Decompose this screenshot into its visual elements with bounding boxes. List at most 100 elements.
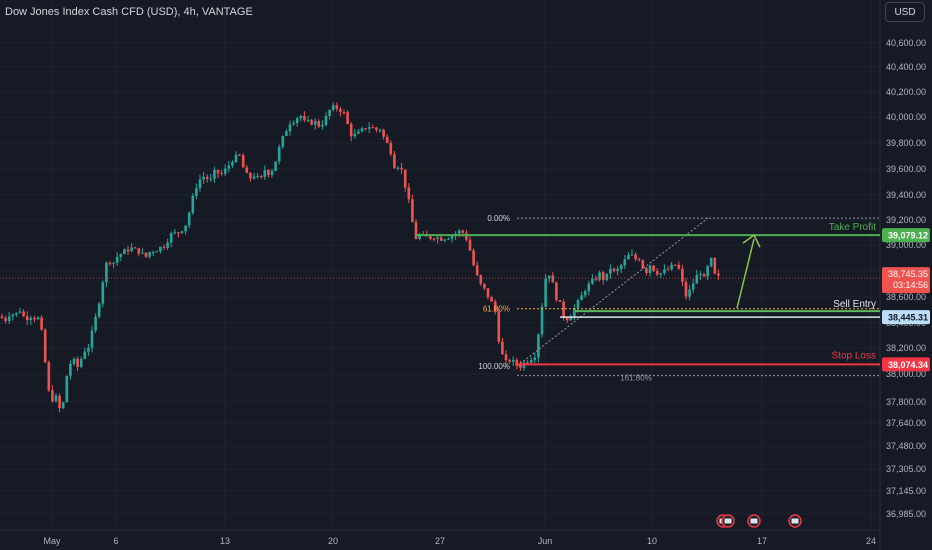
take-profit-price-tag-bg [882,228,930,243]
candle [565,317,569,321]
y-tick-label: 37,305.00 [886,464,926,474]
candle [94,316,97,331]
candle [648,265,652,273]
candle [151,252,155,254]
candle [411,199,414,223]
candle [717,273,720,276]
candle [324,115,328,125]
fib-label-618: 61.80% [483,305,510,314]
candle [346,112,349,124]
candle [105,262,108,283]
candle [342,112,346,114]
candle [497,311,501,342]
candle [43,329,47,363]
candle [472,250,475,266]
candle [141,252,144,254]
candle [609,268,612,274]
candle [76,358,79,367]
candle [418,234,421,240]
candle [277,146,281,162]
candle [360,128,364,132]
candle [249,172,252,179]
x-tick-label: 27 [435,536,445,546]
fib-trendline [516,217,709,367]
candle [112,262,115,264]
candle [504,354,508,361]
candle [591,278,594,284]
candle [69,363,72,376]
candle [317,121,321,127]
x-tick-label: Jun [538,536,553,546]
candle [288,124,292,132]
candle [385,136,389,143]
candle [367,127,371,129]
candle [706,266,709,277]
take-profit-price-tag: 39,079.12 [888,231,928,241]
candle [414,222,418,240]
candle [83,351,87,359]
candle [598,272,601,280]
candle [238,154,241,156]
candle [40,317,43,330]
candle [475,265,479,276]
candle [259,175,263,177]
y-tick-label: 38,600.00 [886,292,926,302]
candle [519,365,522,368]
candle [137,248,141,254]
y-tick-label: 38,200.00 [886,343,926,353]
candle [54,395,58,402]
candle [274,161,277,171]
candle [699,274,702,276]
y-tick-label: 39,000.00 [886,240,926,250]
candle [501,341,504,355]
y-tick-label: 38,000.00 [886,369,926,379]
candle [389,142,393,155]
candle [7,316,11,321]
fib-label-0: 0.00% [487,214,510,223]
candle [245,167,249,173]
candle [33,317,36,320]
candle [630,254,634,256]
candle [180,231,184,233]
candle [619,265,623,270]
candle [695,274,699,284]
y-tick-label: 37,640.00 [886,418,926,428]
currency-button[interactable]: USD [885,2,925,22]
sell-entry-price-tag-bg [882,310,930,325]
candle [623,259,627,266]
y-tick-label: 37,800.00 [886,397,926,407]
candle [641,260,645,269]
candle [292,123,295,125]
candle [436,237,439,239]
candle [321,124,324,127]
y-tick-label: 36,985.00 [886,509,926,519]
candle [627,255,630,260]
candle [551,275,555,283]
stop-loss-price-tag-bg [882,357,930,372]
candle [511,359,515,362]
candle [587,283,591,292]
candle [313,121,317,125]
candle [382,129,385,137]
stop-loss-label: Stop Loss [832,350,876,361]
candle [159,246,162,252]
candle [133,247,137,249]
candle [429,236,432,239]
candle [173,232,177,234]
candle [184,225,187,232]
candle [659,273,663,275]
candle [684,281,688,297]
candle [90,330,94,348]
candle [713,257,717,274]
candle [375,127,378,130]
target-arrow-shaft [736,238,755,309]
candle [709,257,713,267]
candle [339,108,342,113]
us-flag-event-icon-inner [750,518,758,524]
candle [637,259,641,261]
candle [663,269,666,274]
candle [688,289,691,297]
x-tick-label: May [43,536,61,546]
candle [123,249,126,255]
